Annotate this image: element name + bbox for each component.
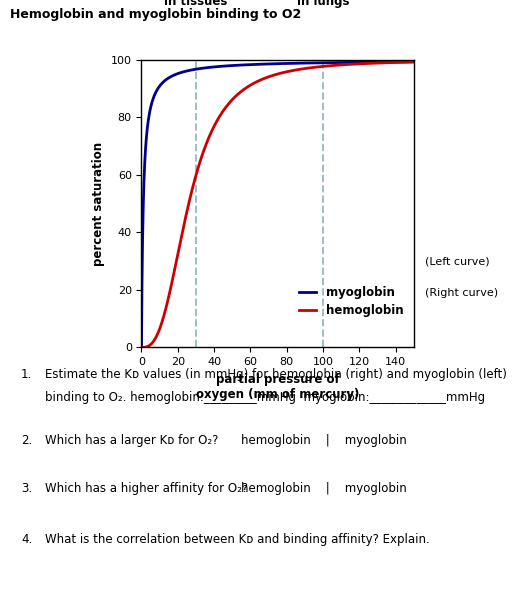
Text: 4.: 4. — [21, 533, 32, 546]
Text: O$_2$ pressure
in tissues: O$_2$ pressure in tissues — [156, 0, 236, 8]
Text: hemoglobin    |    myoglobin: hemoglobin | myoglobin — [241, 482, 407, 495]
Text: (Left curve): (Left curve) — [425, 256, 489, 266]
Text: O$_2$ pressure
in lungs: O$_2$ pressure in lungs — [283, 0, 363, 8]
Text: 1.: 1. — [21, 368, 32, 382]
Text: Estimate the Kᴅ values (in mmHg) for hemoglobin (right) and myoglobin (left): Estimate the Kᴅ values (in mmHg) for hem… — [45, 368, 506, 382]
Text: hemoglobin    |    myoglobin: hemoglobin | myoglobin — [241, 434, 407, 447]
Text: 2.: 2. — [21, 434, 32, 447]
Text: Hemoglobin and myoglobin binding to O2: Hemoglobin and myoglobin binding to O2 — [10, 8, 302, 21]
Text: Which has a higher affinity for O₂?: Which has a higher affinity for O₂? — [45, 482, 248, 495]
Text: (Right curve): (Right curve) — [425, 288, 498, 298]
Y-axis label: percent saturation: percent saturation — [92, 141, 105, 266]
Text: What is the correlation between Kᴅ and binding affinity? Explain.: What is the correlation between Kᴅ and b… — [45, 533, 429, 546]
X-axis label: partial pressure of
oxygen (mm of mercury): partial pressure of oxygen (mm of mercur… — [196, 373, 359, 401]
Text: binding to O₂. hemoglobin:_________mmHg  myoglobin:_____________mmHg: binding to O₂. hemoglobin:_________mmHg … — [45, 391, 485, 404]
Text: Which has a larger Kᴅ for O₂?: Which has a larger Kᴅ for O₂? — [45, 434, 218, 447]
Legend: myoglobin, hemoglobin: myoglobin, hemoglobin — [294, 281, 408, 322]
Text: 3.: 3. — [21, 482, 32, 495]
